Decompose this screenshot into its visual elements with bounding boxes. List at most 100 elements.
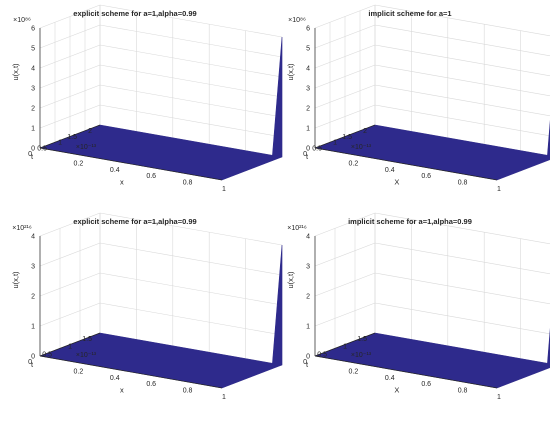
t-tick-label: 0.5 bbox=[312, 145, 322, 152]
z-tick-label: 1 bbox=[306, 126, 310, 133]
z-tick-label: 2 bbox=[306, 106, 310, 113]
back-wall-gridline bbox=[374, 302, 550, 335]
z-tick-label: 3 bbox=[31, 264, 35, 271]
z-tick-label: 1 bbox=[31, 126, 35, 133]
t-axis-line bbox=[39, 332, 101, 357]
x-tick-label: 0.6 bbox=[421, 173, 431, 180]
t-tick-label: 1 bbox=[343, 344, 347, 351]
back-wall-gridline bbox=[99, 302, 283, 336]
back-wall-gridline bbox=[99, 84, 283, 118]
t-axis-label: t bbox=[31, 152, 34, 161]
back-wall-gridline bbox=[374, 212, 550, 245]
back-wall-gridline bbox=[99, 242, 283, 276]
z-axis-label: u(x,t) bbox=[286, 63, 295, 81]
back-wall-gridline bbox=[374, 272, 550, 305]
z-tick-label: 6 bbox=[306, 26, 310, 33]
x-axis-line bbox=[39, 147, 223, 181]
x-axis-line bbox=[39, 355, 223, 389]
back-wall-gridline bbox=[99, 4, 283, 38]
t-tick-label: 1.5 bbox=[67, 134, 77, 141]
z-tick-label: 4 bbox=[306, 234, 310, 241]
x-tick-label: 0.6 bbox=[421, 381, 431, 388]
z-tick-label: 0 bbox=[306, 146, 310, 153]
z-tick-label: 4 bbox=[306, 66, 310, 73]
z-tick-label: 6 bbox=[31, 26, 35, 33]
x-tick-label: 0.2 bbox=[349, 160, 359, 167]
z-exponent-label: ×10⁸⁶ bbox=[288, 17, 306, 24]
z-axis-label: u(x,t) bbox=[286, 271, 295, 289]
x-tick-label: 1 bbox=[222, 186, 226, 193]
z-tick-label: 3 bbox=[306, 86, 310, 93]
z-tick-label: 3 bbox=[31, 86, 35, 93]
z-tick-label: 4 bbox=[31, 66, 35, 73]
z-tick-label: 1 bbox=[306, 324, 310, 331]
x-axis-line bbox=[314, 355, 498, 389]
z-tick-label: 0 bbox=[31, 146, 35, 153]
back-wall-gridline bbox=[374, 44, 550, 77]
t-tick-label: 0.5 bbox=[317, 351, 327, 358]
z-axis-label: u(x,t) bbox=[11, 63, 20, 81]
t-tick-label: 0.5 bbox=[37, 145, 47, 152]
t-axis-label: t bbox=[306, 360, 309, 369]
chart-panel-2: 0123456×10⁸⁶u(x,t)0.20.40.60.81X00.511.5… bbox=[286, 4, 550, 193]
t-tick-label: 0 bbox=[303, 151, 307, 158]
t-tick-label: 1.5 bbox=[357, 336, 367, 343]
x-tick-label: 0.4 bbox=[385, 167, 395, 174]
x-tick-label: 0.2 bbox=[74, 368, 84, 375]
z-axis-label: u(x,t) bbox=[11, 271, 20, 289]
t-tick-label: 1 bbox=[68, 344, 72, 351]
chart-panel-3: 0 1 2 3 4 ×10²¹⁶ u(x,t) 0.2 0.4 0.6 0.8 1 x 0 0.5 1 1.5 ×… bbox=[11, 212, 283, 401]
z-tick-label: 3 bbox=[306, 264, 310, 271]
t-axis-label: t bbox=[31, 360, 34, 369]
x-tick-label: 0.8 bbox=[183, 180, 193, 187]
t-exponent-label: ×10⁻¹³ bbox=[351, 144, 372, 151]
z-tick-label: 2 bbox=[31, 106, 35, 113]
x-tick-label: 0.6 bbox=[146, 173, 156, 180]
back-wall-gridline bbox=[99, 272, 283, 306]
surface-spike bbox=[271, 36, 283, 158]
back-wall-gridline bbox=[99, 64, 283, 98]
z-tick-label: 5 bbox=[306, 46, 310, 53]
back-wall-gridline bbox=[99, 44, 283, 78]
back-wall-gridline bbox=[374, 242, 550, 275]
surface-plane bbox=[314, 332, 550, 389]
t-axis-label: t bbox=[306, 152, 309, 161]
x-tick-label: 0.2 bbox=[74, 160, 84, 167]
x-tick-label: 0.6 bbox=[146, 381, 156, 388]
t-tick-label: 1 bbox=[333, 140, 337, 147]
z-tick-label: 0 bbox=[306, 354, 310, 361]
left-wall-gridline bbox=[39, 212, 101, 237]
left-wall-gridline bbox=[314, 242, 376, 267]
t-tick-label: 2 bbox=[363, 128, 367, 135]
back-wall-gridline bbox=[374, 24, 550, 57]
left-wall-gridline bbox=[39, 272, 101, 297]
z-tick-label: 4 bbox=[31, 234, 35, 241]
t-axis-line bbox=[39, 124, 101, 149]
t-tick-label: 0 bbox=[303, 359, 307, 366]
t-axis-line bbox=[314, 124, 376, 149]
back-wall-gridline bbox=[99, 212, 283, 246]
chart-title: explicit scheme for a=1,alpha=0.99 bbox=[73, 9, 196, 18]
surface-spike bbox=[546, 119, 550, 158]
x-tick-label: 0.8 bbox=[458, 180, 468, 187]
t-exponent-label: ×10⁻¹³ bbox=[351, 352, 372, 359]
x-axis-label: x bbox=[120, 385, 124, 394]
z-tick-label: 2 bbox=[31, 294, 35, 301]
surface-spike bbox=[546, 327, 550, 366]
chart-panel-4: 0 1 2 3 4 ×10²¹⁶ u(x,t) 0.2 0.4 0.6 0.8 1 X 0 0.5 1 1.5 ×… bbox=[286, 212, 550, 401]
t-exponent-label: ×10⁻¹³ bbox=[76, 144, 97, 151]
t-tick-label: 0.5 bbox=[42, 351, 52, 358]
t-axis-line bbox=[314, 332, 376, 357]
left-wall-gridline bbox=[314, 302, 376, 327]
z-exponent-label: ×10²¹⁶ bbox=[12, 225, 32, 232]
left-wall-gridline bbox=[314, 272, 376, 297]
x-tick-label: 0.2 bbox=[349, 368, 359, 375]
x-tick-label: 0.8 bbox=[183, 388, 193, 395]
z-tick-label: 2 bbox=[306, 294, 310, 301]
surface-spike bbox=[271, 244, 283, 366]
left-wall-gridline bbox=[314, 212, 376, 237]
x-tick-label: 1 bbox=[222, 394, 226, 401]
back-wall-gridline bbox=[374, 4, 550, 37]
back-wall-gridline bbox=[374, 64, 550, 97]
back-wall-gridline bbox=[99, 104, 283, 138]
